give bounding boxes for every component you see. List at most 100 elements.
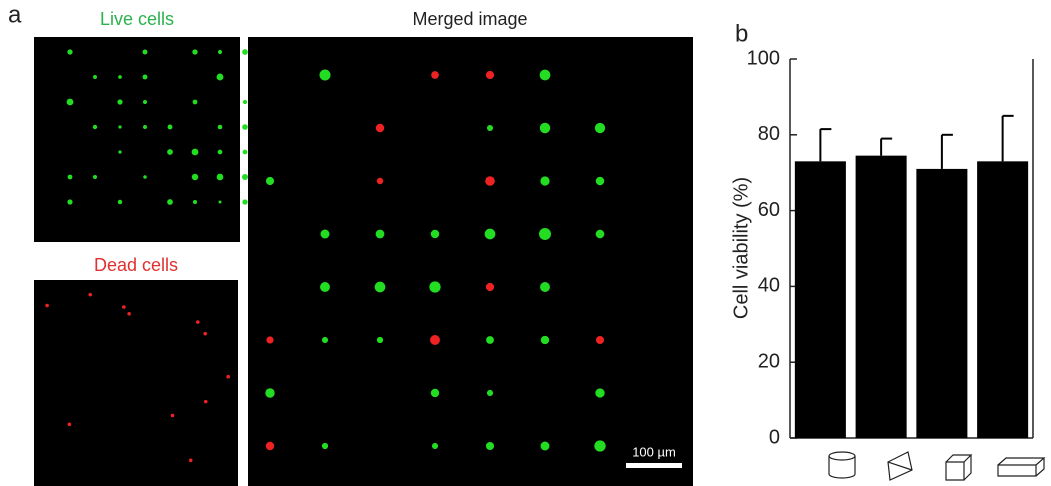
cell <box>265 176 275 186</box>
cell <box>118 75 122 79</box>
cell <box>117 199 123 205</box>
cell <box>192 49 198 55</box>
cell <box>143 125 147 129</box>
cell <box>321 442 329 450</box>
y-tick-label: 100 <box>747 47 780 69</box>
cell <box>218 200 222 204</box>
panel-label: b <box>735 20 748 47</box>
cell <box>93 75 97 79</box>
cell <box>540 282 550 292</box>
cell <box>167 199 173 205</box>
cell <box>429 281 441 293</box>
y-tick-label: 20 <box>758 350 780 372</box>
cell <box>67 174 73 180</box>
cell <box>375 229 385 239</box>
cell <box>431 442 439 450</box>
cell <box>319 69 331 81</box>
scale-label: 100 µm <box>632 444 676 459</box>
cell <box>217 149 223 155</box>
merged-image <box>248 37 693 486</box>
bar <box>977 161 1029 438</box>
cell <box>594 122 606 134</box>
scale-bar <box>626 463 682 468</box>
cell <box>122 305 126 309</box>
cell <box>486 124 494 132</box>
live-image <box>34 37 240 242</box>
cell <box>430 388 440 398</box>
merged-title: Merged image <box>412 9 527 29</box>
cell <box>67 422 72 427</box>
bar <box>794 161 846 438</box>
cell <box>67 49 73 55</box>
live-title: Live cells <box>100 9 174 29</box>
cell <box>127 311 131 316</box>
cell <box>374 281 386 293</box>
cell <box>203 399 208 404</box>
cell <box>203 331 208 336</box>
panel-label: a <box>8 1 22 28</box>
cell <box>242 199 248 205</box>
cell <box>45 303 49 308</box>
cell <box>142 49 148 55</box>
cell <box>242 149 248 155</box>
cell <box>118 150 122 154</box>
cell <box>67 199 73 205</box>
cell <box>485 176 495 186</box>
cell <box>321 336 329 344</box>
cell <box>376 177 384 185</box>
cell <box>431 71 439 79</box>
cell <box>375 123 385 133</box>
cell <box>486 389 494 397</box>
y-tick-label: 0 <box>769 426 780 448</box>
cell <box>242 174 248 180</box>
cell <box>217 49 223 55</box>
cell <box>92 124 98 130</box>
cell <box>595 388 605 398</box>
cell <box>430 229 440 239</box>
y-tick-label: 80 <box>758 123 780 145</box>
cells <box>45 49 606 463</box>
cell <box>217 124 223 130</box>
bar <box>855 155 907 438</box>
cell <box>216 173 224 181</box>
dead-image <box>34 280 238 486</box>
cell <box>376 336 384 344</box>
cell <box>539 122 551 134</box>
cell <box>226 374 231 379</box>
y-tick-label: 40 <box>758 275 780 297</box>
cell <box>92 174 98 180</box>
cell <box>539 228 551 240</box>
cell <box>191 173 199 181</box>
cell <box>540 176 550 186</box>
cell <box>118 125 122 129</box>
cell <box>142 99 148 105</box>
cell <box>170 413 175 418</box>
cell <box>266 336 274 344</box>
cell <box>485 70 495 80</box>
cell <box>485 441 495 451</box>
cell <box>594 440 606 452</box>
cell <box>167 124 173 130</box>
cell <box>595 229 605 239</box>
cell <box>143 175 147 179</box>
cell <box>485 282 495 292</box>
cell <box>265 441 275 451</box>
cell <box>539 69 551 81</box>
cell <box>192 99 198 105</box>
cell <box>142 74 148 80</box>
cell <box>188 458 193 463</box>
dead-title: Dead cells <box>94 255 178 275</box>
cell <box>242 49 248 55</box>
cell <box>595 335 605 345</box>
cell <box>265 388 275 398</box>
cell <box>320 282 330 292</box>
cell <box>540 441 550 451</box>
cell <box>242 124 248 130</box>
cell <box>167 149 173 155</box>
y-axis-label: Cell viability (%) <box>730 177 752 319</box>
cell <box>595 176 605 186</box>
y-tick-label: 60 <box>758 199 780 221</box>
cell <box>242 99 248 105</box>
cell <box>484 228 496 240</box>
